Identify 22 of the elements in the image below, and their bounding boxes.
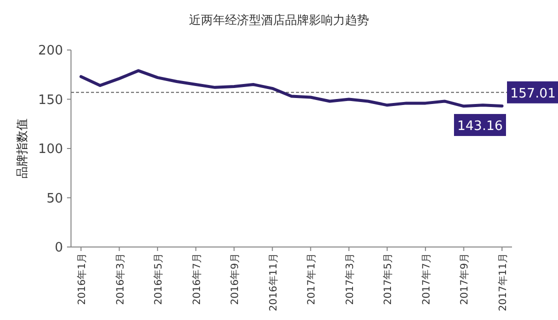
x-tick-label: 2016年1月 [76,253,88,305]
line-series [80,69,504,108]
y-tick-label: 100 [38,142,63,157]
x-tick-label: 2017年11月 [497,253,509,312]
y-tick-label: 150 [38,92,63,108]
x-tick-label: 2017年1月 [306,253,318,305]
y-axis-title: 品牌指数值 [15,118,29,178]
x-tick-label: 2016年11月 [267,253,280,312]
x-tick-label: 2017年3月 [344,253,356,305]
x-tick-label: 2016年3月 [114,253,126,305]
x-tick-label: 2016年7月 [190,253,203,305]
y-tick-label: 200 [38,44,63,58]
x-tick-label: 2017年5月 [382,253,394,305]
y-tick-label: 50 [46,191,63,206]
data-label: 143.16 [457,118,503,134]
ref-line-label: 157.01 [510,86,556,102]
x-tick-label: 2016年5月 [152,253,165,305]
y-tick-label: 0 [54,240,63,256]
x-tick-label: 2017年7月 [420,253,432,305]
x-tick-label: 2017年9月 [458,253,471,305]
chart-title: 近两年经济型酒店品牌影响力趋势 [189,13,369,27]
x-tick-label: 2016年9月 [229,253,242,305]
